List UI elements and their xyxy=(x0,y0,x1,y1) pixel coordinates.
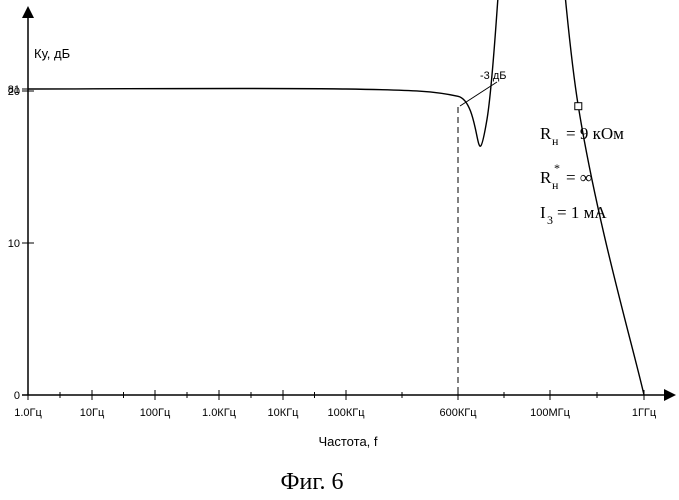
x-tick-label: 100КГц xyxy=(327,407,365,419)
y-tick-label: 81 xyxy=(8,84,20,96)
x-tick-label: 10КГц xyxy=(268,407,300,419)
y-tick-label: 0 xyxy=(14,390,20,402)
param-r2-value: = ∞ xyxy=(566,168,592,187)
series-line xyxy=(28,0,644,395)
param-i-value: = 1 мА xyxy=(557,203,607,222)
y-tick-label: 10 xyxy=(8,238,20,250)
x-tick-label: 10Гц xyxy=(80,407,105,419)
param-r2-subscript: н xyxy=(552,178,559,192)
y-ticks: 0102030405081 xyxy=(8,0,34,402)
annotation-label: -3 дБ xyxy=(480,70,506,82)
x-tick-label: 600КГц xyxy=(439,407,477,419)
x-tick-label: 1ГГц xyxy=(632,407,657,419)
param-r-letter: R xyxy=(540,124,552,143)
param-r2-star: * xyxy=(554,161,560,175)
param-i-subscript: 3 xyxy=(547,213,553,227)
parameters: R н = 9 кОм R * н = ∞ I 3 = 1 мА xyxy=(540,124,624,227)
x-axis-label: Частота, f xyxy=(318,434,377,449)
param-r2-letter: R xyxy=(540,168,552,187)
x-tick-label: 1.0КГц xyxy=(202,407,237,419)
param-r-subscript: н xyxy=(552,134,559,148)
param-r-value: = 9 кОм xyxy=(566,124,624,143)
x-tick-label: 100МГц xyxy=(530,407,570,419)
series-marker xyxy=(575,103,582,110)
x-tick-label: 1.0Гц xyxy=(14,407,42,419)
x-tick-label: 100Гц xyxy=(140,407,171,419)
figure-caption: Фиг. 6 xyxy=(281,469,344,495)
param-i-letter: I xyxy=(540,203,546,222)
markers xyxy=(505,0,582,110)
y-axis-label: Ку, дБ xyxy=(34,46,70,61)
